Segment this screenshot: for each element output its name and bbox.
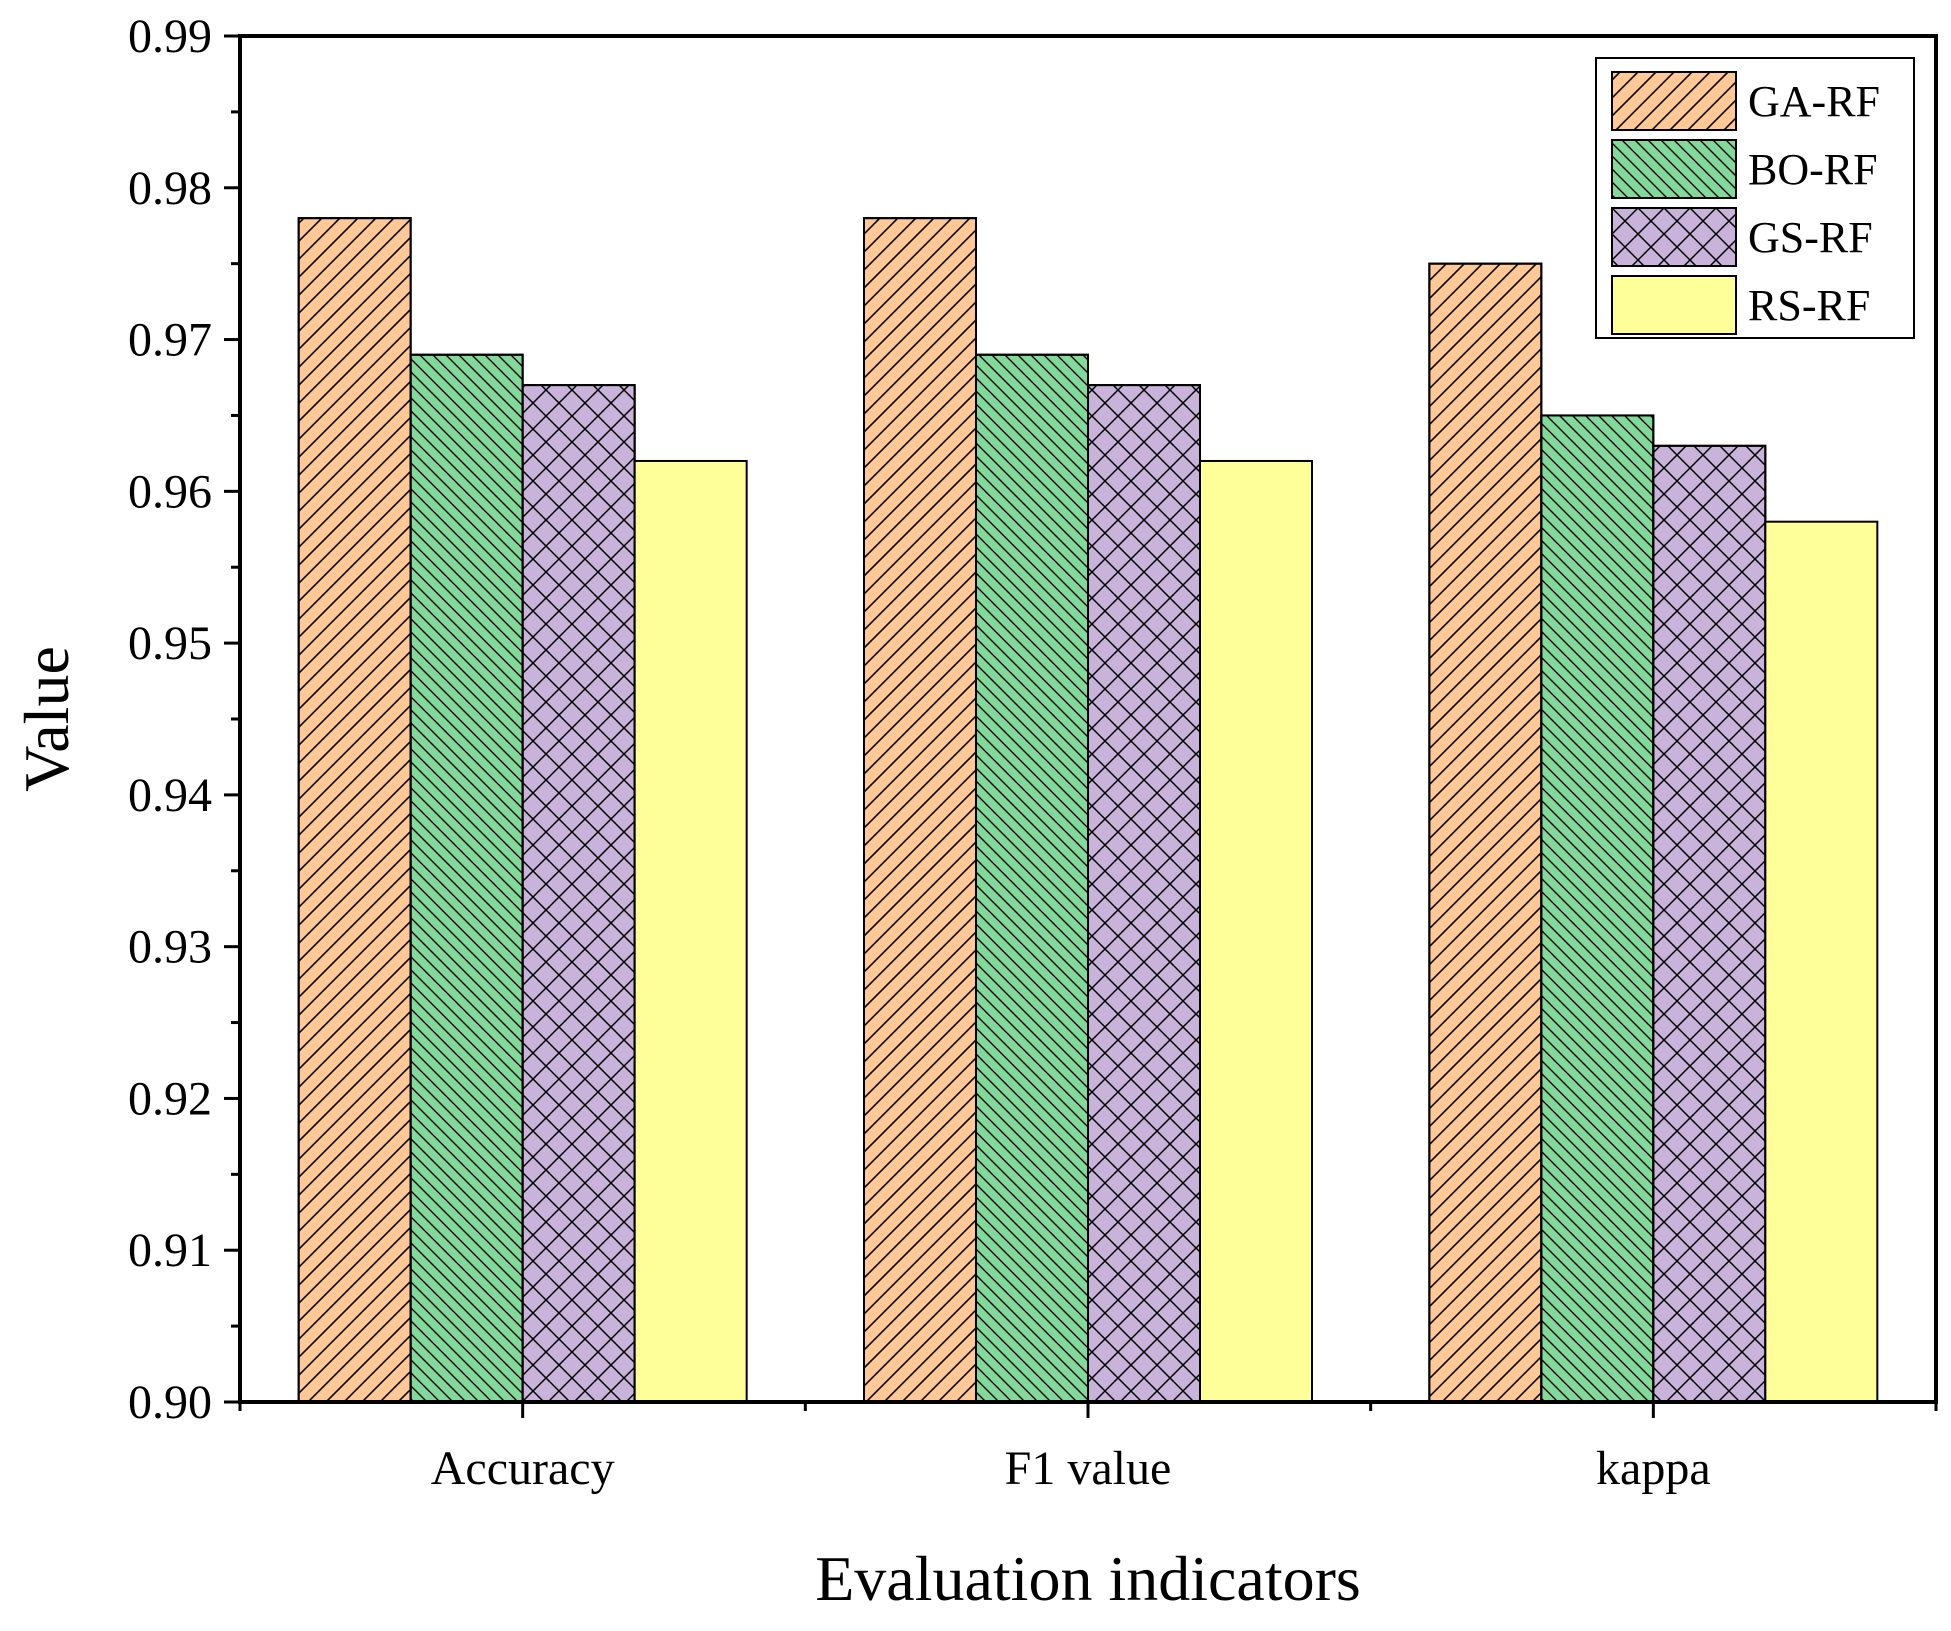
- x-tick-label-accuracy: Accuracy: [431, 1442, 615, 1495]
- bar-gs-rf-f1-value-pattern: [1087, 384, 1201, 1404]
- legend-label-bo-rf: BO-RF: [1748, 145, 1878, 194]
- x-tick-label-kappa: kappa: [1596, 1442, 1711, 1495]
- y-axis-title: Value: [11, 646, 82, 792]
- legend-swatch-rs-rf: [1611, 275, 1737, 335]
- bar-ga-rf-f1-value-pattern: [863, 217, 977, 1404]
- bar-ga-rf-kappa-pattern: [1428, 262, 1543, 1404]
- bar-rs-rf-kappa: [1764, 520, 1879, 1403]
- legend-label-ga-rf: GA-RF: [1748, 77, 1880, 126]
- y-tick-label: 0.94: [128, 769, 212, 822]
- y-tick-label: 0.93: [128, 921, 212, 974]
- y-tick-label: 0.99: [128, 10, 212, 63]
- x-axis-ticks: Accuracy F1 value kappa: [238, 1402, 1938, 1495]
- bar-rs-rf-accuracy: [633, 459, 748, 1403]
- bar-rs-rf-f1-value: [1199, 459, 1313, 1403]
- legend-swatch-bo-rf-pattern: [1611, 139, 1737, 199]
- bar-bo-rf-kappa-pattern: [1540, 414, 1655, 1403]
- bar-bo-rf-accuracy-pattern: [409, 353, 524, 1404]
- y-axis-ticks: 0.90 0.91 0.92 0.93 0.94 0.95 0.96 0.97 0.98 0.99: [128, 10, 240, 1429]
- legend-swatch-ga-rf-pattern: [1611, 71, 1737, 131]
- x-axis-title: Evaluation indicators: [815, 1543, 1361, 1614]
- y-tick-label: 0.96: [128, 465, 212, 518]
- legend-label-gs-rf: GS-RF: [1748, 213, 1873, 262]
- y-tick-label: 0.95: [128, 617, 212, 670]
- legend-swatch-gs-rf-pattern: [1611, 207, 1737, 267]
- plot-frame: [238, 34, 1938, 1404]
- y-tick-label: 0.92: [128, 1072, 212, 1125]
- bars-group: [297, 217, 1879, 1404]
- y-tick-label: 0.91: [128, 1224, 212, 1277]
- legend-label-rs-rf: RS-RF: [1748, 281, 1870, 330]
- bar-gs-rf-accuracy-pattern: [521, 384, 636, 1404]
- bar-ga-rf-accuracy-pattern: [297, 217, 412, 1404]
- x-tick-label-f1-value: F1 value: [1005, 1442, 1172, 1495]
- bar-bo-rf-f1-value-pattern: [975, 353, 1089, 1404]
- y-tick-label: 0.97: [128, 314, 212, 367]
- y-tick-label: 0.90: [128, 1376, 212, 1429]
- y-tick-label: 0.98: [128, 162, 212, 215]
- bar-gs-rf-kappa-pattern: [1652, 444, 1767, 1403]
- legend: GA-RF BO-RF GS-RF RS-RF: [1595, 57, 1915, 339]
